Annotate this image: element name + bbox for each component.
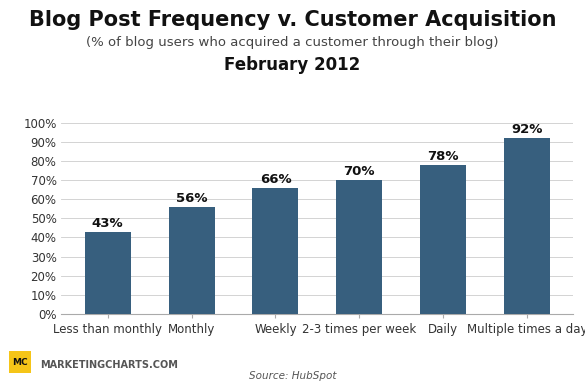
Text: 78%: 78% <box>428 150 459 163</box>
Text: MARKETINGCHARTS.COM: MARKETINGCHARTS.COM <box>40 360 178 370</box>
Bar <box>85 232 131 314</box>
Bar <box>420 165 466 314</box>
Bar <box>336 180 383 314</box>
Text: 56%: 56% <box>176 192 207 205</box>
Bar <box>504 138 550 314</box>
Bar <box>252 188 298 314</box>
Text: MC: MC <box>12 358 27 367</box>
Text: Source: HubSpot: Source: HubSpot <box>249 371 336 381</box>
Text: Blog Post Frequency v. Customer Acquisition: Blog Post Frequency v. Customer Acquisit… <box>29 10 556 29</box>
Text: 92%: 92% <box>511 123 543 136</box>
Text: 66%: 66% <box>260 173 291 186</box>
Text: 43%: 43% <box>92 217 123 230</box>
Text: (% of blog users who acquired a customer through their blog): (% of blog users who acquired a customer… <box>86 36 499 49</box>
Bar <box>168 207 215 314</box>
Text: February 2012: February 2012 <box>225 56 360 74</box>
Text: 70%: 70% <box>343 165 375 178</box>
